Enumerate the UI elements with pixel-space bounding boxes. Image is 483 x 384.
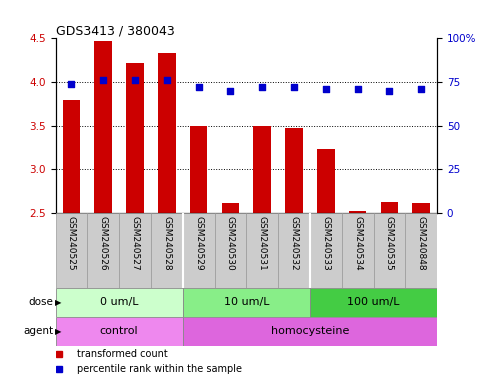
Bar (214, 213, 246, 288)
Bar (95, 41, 112, 213)
Text: agent: agent (23, 326, 53, 336)
Text: GSM240528: GSM240528 (162, 216, 171, 271)
Bar (373, 213, 405, 288)
Bar (317, 149, 335, 213)
Point (99, 77, 107, 83)
Bar (183, 213, 214, 288)
Bar (246, 213, 278, 288)
Bar (381, 202, 398, 213)
Text: GSM240848: GSM240848 (417, 216, 426, 271)
Bar (158, 53, 176, 213)
Bar (126, 63, 144, 213)
Bar (183, 317, 437, 346)
Text: percentile rank within the sample: percentile rank within the sample (76, 364, 242, 374)
Text: GSM240526: GSM240526 (99, 216, 108, 271)
Text: GDS3413 / 380043: GDS3413 / 380043 (56, 24, 174, 37)
Text: 0 um/L: 0 um/L (100, 297, 139, 308)
Text: GSM240532: GSM240532 (289, 216, 298, 271)
Point (195, 84, 202, 90)
Text: GSM240533: GSM240533 (321, 216, 330, 271)
Text: 10 um/L: 10 um/L (224, 297, 269, 308)
Bar (405, 213, 437, 288)
Point (163, 77, 170, 83)
Text: GSM240530: GSM240530 (226, 216, 235, 271)
Bar (310, 213, 342, 288)
Bar (119, 213, 151, 288)
Point (417, 86, 425, 92)
Text: 100 um/L: 100 um/L (347, 297, 400, 308)
Text: ▶: ▶ (55, 298, 61, 307)
Bar (342, 213, 373, 288)
Point (354, 86, 361, 92)
Text: dose: dose (28, 297, 53, 308)
Point (131, 77, 139, 83)
Bar (87, 213, 119, 288)
Text: GSM240531: GSM240531 (258, 216, 267, 271)
Bar (222, 203, 239, 213)
Bar (285, 128, 303, 213)
Bar (254, 126, 271, 213)
Bar (56, 288, 183, 317)
Text: GSM240534: GSM240534 (353, 216, 362, 271)
Bar (56, 213, 87, 288)
Text: transformed count: transformed count (76, 349, 167, 359)
Bar (412, 203, 430, 213)
Text: homocysteine: homocysteine (271, 326, 349, 336)
Bar (63, 99, 80, 213)
Point (385, 88, 393, 94)
Bar (56, 317, 183, 346)
Text: GSM240525: GSM240525 (67, 216, 76, 271)
Text: ▶: ▶ (55, 327, 61, 336)
Text: GSM240535: GSM240535 (385, 216, 394, 271)
Bar (310, 288, 437, 317)
Point (322, 86, 330, 92)
Text: GSM240527: GSM240527 (130, 216, 140, 271)
Point (227, 88, 234, 94)
Bar (278, 213, 310, 288)
Bar (151, 213, 183, 288)
Text: control: control (100, 326, 139, 336)
Bar (190, 126, 207, 213)
Point (290, 84, 298, 90)
Point (258, 84, 266, 90)
Point (68, 81, 75, 87)
Text: GSM240529: GSM240529 (194, 216, 203, 271)
Bar (349, 211, 367, 213)
Bar (183, 288, 310, 317)
